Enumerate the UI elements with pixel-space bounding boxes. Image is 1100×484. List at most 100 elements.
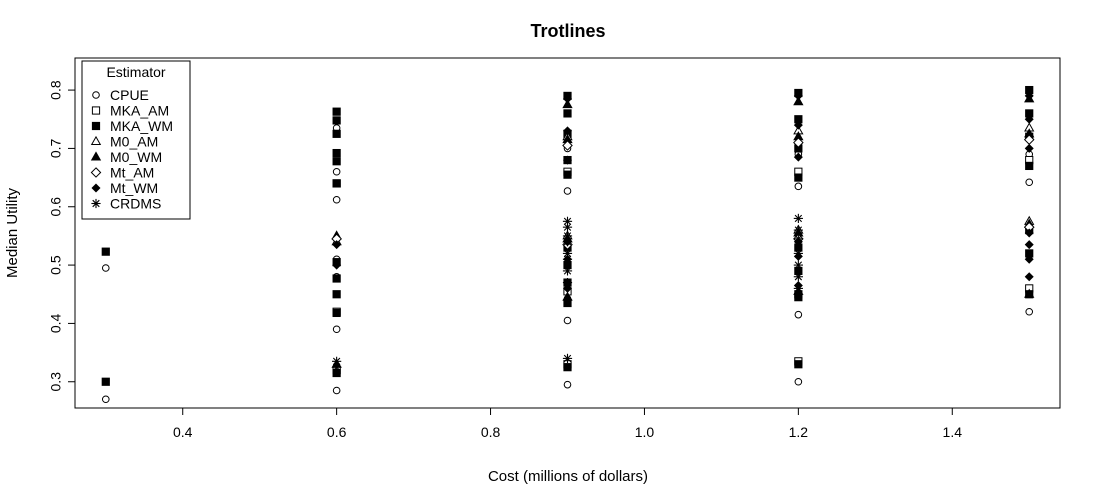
- y-tick-label: 0.7: [48, 138, 64, 158]
- y-tick-label: 0.3: [48, 372, 64, 392]
- data-point: [332, 195, 341, 204]
- data-point: [1024, 91, 1034, 101]
- legend-label: Mt_WM: [110, 180, 158, 196]
- data-point: [562, 216, 573, 226]
- legend-marker-mt-am: [90, 167, 102, 178]
- data-point: [1025, 178, 1034, 187]
- chart-title: Trotlines: [530, 21, 605, 41]
- data-point: [332, 274, 341, 283]
- legend: Estimator CPUEMKA_AMMKA_WMM0_AMM0_WMMt_A…: [81, 60, 191, 220]
- data-point: [793, 137, 804, 148]
- data-point: [332, 157, 341, 166]
- data-point: [562, 140, 573, 151]
- data-point: [1024, 143, 1034, 153]
- data-point: [332, 240, 342, 250]
- data-point: [562, 248, 573, 259]
- series-crdms: [332, 213, 803, 372]
- data-point: [793, 272, 803, 282]
- x-axis: 0.4 0.6 0.8 1.0 1.2 1.4: [173, 408, 962, 440]
- series-mt-am: [331, 134, 1035, 250]
- data-point: [794, 360, 803, 369]
- series-mka-am: [332, 155, 1034, 375]
- data-point: [793, 91, 803, 101]
- data-point: [793, 96, 804, 106]
- data-point: [563, 170, 572, 179]
- data-point: [793, 213, 803, 224]
- data-point: [332, 129, 341, 138]
- data-point: [563, 363, 572, 372]
- data-point: [1024, 288, 1035, 298]
- data-point: [562, 155, 573, 165]
- data-point: [562, 126, 573, 136]
- data-point: [562, 94, 573, 104]
- data-point: [793, 234, 803, 244]
- y-axis: 0.3 0.4 0.5 0.6 0.7 0.8: [48, 80, 75, 391]
- y-tick-label: 0.4: [48, 313, 64, 333]
- data-point: [332, 260, 342, 270]
- legend-marker-crdms: [91, 198, 101, 209]
- data-point: [101, 377, 110, 386]
- data-point: [332, 308, 341, 318]
- data-point: [793, 152, 803, 162]
- legend-marker-mt-wm: [91, 183, 101, 193]
- x-tick-label: 1.0: [635, 424, 655, 440]
- legend-label: MKA_WM: [110, 118, 173, 134]
- series-mt-wm: [332, 91, 1034, 293]
- legend-label: CRDMS: [110, 196, 161, 212]
- data-point: [793, 260, 803, 270]
- y-tick-label: 0.6: [48, 197, 64, 217]
- series-cpue: [101, 124, 1034, 404]
- data-point: [1024, 254, 1034, 264]
- legend-marker-m0-wm: [90, 151, 102, 161]
- data-point: [332, 290, 341, 299]
- legend-label: Mt_AM: [110, 165, 154, 181]
- data-point: [1024, 114, 1034, 124]
- legend-label: CPUE: [110, 87, 149, 103]
- y-tick-label: 0.5: [48, 255, 64, 275]
- legend-marker-m0-am: [90, 135, 102, 145]
- data-point: [562, 283, 573, 293]
- legend-label: M0_AM: [110, 134, 158, 150]
- data-point: [332, 167, 341, 176]
- data-point: [332, 148, 341, 158]
- legend-title: Estimator: [106, 64, 165, 80]
- legend-label: M0_WM: [110, 149, 162, 165]
- plot-frame: [74, 57, 1061, 409]
- series-m0-wm: [331, 93, 1035, 368]
- x-tick-label: 1.4: [943, 424, 963, 440]
- x-tick-label: 0.4: [173, 424, 193, 440]
- data-point: [1024, 240, 1034, 250]
- data-point: [332, 116, 341, 125]
- x-tick-label: 0.6: [327, 424, 347, 440]
- y-axis-label: Median Utility: [4, 187, 21, 278]
- data-point: [563, 316, 572, 325]
- data-point: [332, 362, 342, 372]
- data-point: [562, 231, 573, 241]
- legend-marker-mka-wm: [91, 121, 101, 131]
- data-points: [101, 85, 1035, 404]
- data-point: [332, 386, 341, 395]
- legend-marker-cpue: [92, 91, 100, 99]
- data-point: [794, 310, 803, 319]
- legend-items: CPUEMKA_AMMKA_WMM0_AMM0_WMMt_AMMt_WMCRDM…: [90, 87, 173, 212]
- x-axis-label: Cost (millions of dollars): [488, 468, 648, 484]
- data-point: [793, 120, 803, 130]
- data-point: [562, 277, 573, 288]
- data-point: [562, 353, 573, 364]
- data-point: [562, 295, 573, 305]
- series-m0-am: [331, 122, 1035, 246]
- data-point: [332, 356, 342, 366]
- data-point: [563, 109, 572, 118]
- data-point: [1024, 272, 1034, 282]
- legend-marker-mka-am: [91, 106, 101, 115]
- data-point: [793, 283, 803, 294]
- x-tick-label: 1.2: [789, 424, 809, 440]
- data-point: [562, 266, 573, 276]
- data-point: [563, 187, 572, 195]
- legend-label: MKA_AM: [110, 103, 169, 119]
- data-point: [1025, 161, 1034, 171]
- data-point: [332, 107, 341, 116]
- data-point: [793, 248, 803, 259]
- legend-box: [81, 60, 191, 220]
